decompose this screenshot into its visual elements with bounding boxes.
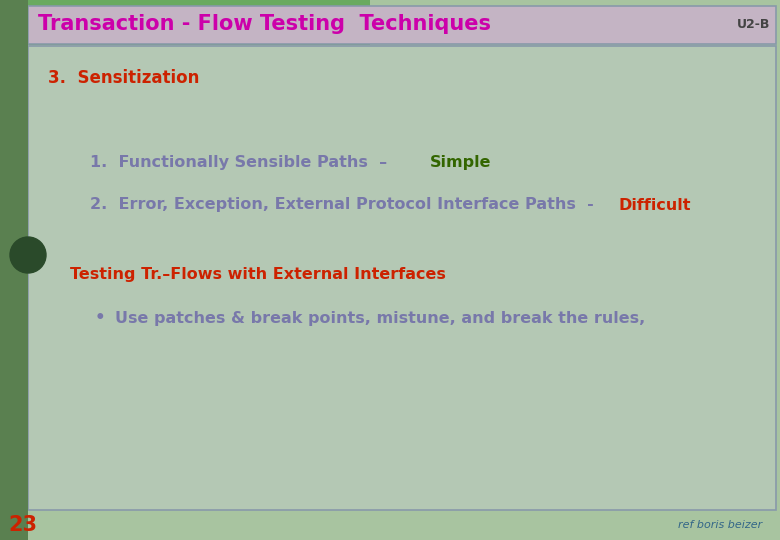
Circle shape [10, 237, 46, 273]
Text: Difficult: Difficult [618, 198, 690, 213]
Text: Testing Tr.–Flows with External Interfaces: Testing Tr.–Flows with External Interfac… [70, 267, 446, 282]
Text: 23: 23 [8, 515, 37, 535]
Text: ref boris beizer: ref boris beizer [678, 520, 762, 530]
FancyBboxPatch shape [0, 508, 28, 540]
FancyBboxPatch shape [28, 6, 776, 44]
FancyBboxPatch shape [28, 46, 776, 510]
Text: 2.  Error, Exception, External Protocol Interface Paths  -: 2. Error, Exception, External Protocol I… [90, 198, 599, 213]
Text: 3.  Sensitization: 3. Sensitization [48, 69, 200, 87]
Text: Transaction - Flow Testing  Techniques: Transaction - Flow Testing Techniques [38, 14, 491, 34]
Text: U2-B: U2-B [736, 17, 770, 30]
Text: Simple: Simple [430, 154, 491, 170]
FancyBboxPatch shape [0, 0, 28, 510]
Text: 1.  Functionally Sensible Paths  –: 1. Functionally Sensible Paths – [90, 154, 399, 170]
FancyBboxPatch shape [0, 0, 370, 45]
Text: Use patches & break points, mistune, and break the rules,: Use patches & break points, mistune, and… [115, 310, 645, 326]
Text: •: • [95, 309, 105, 327]
